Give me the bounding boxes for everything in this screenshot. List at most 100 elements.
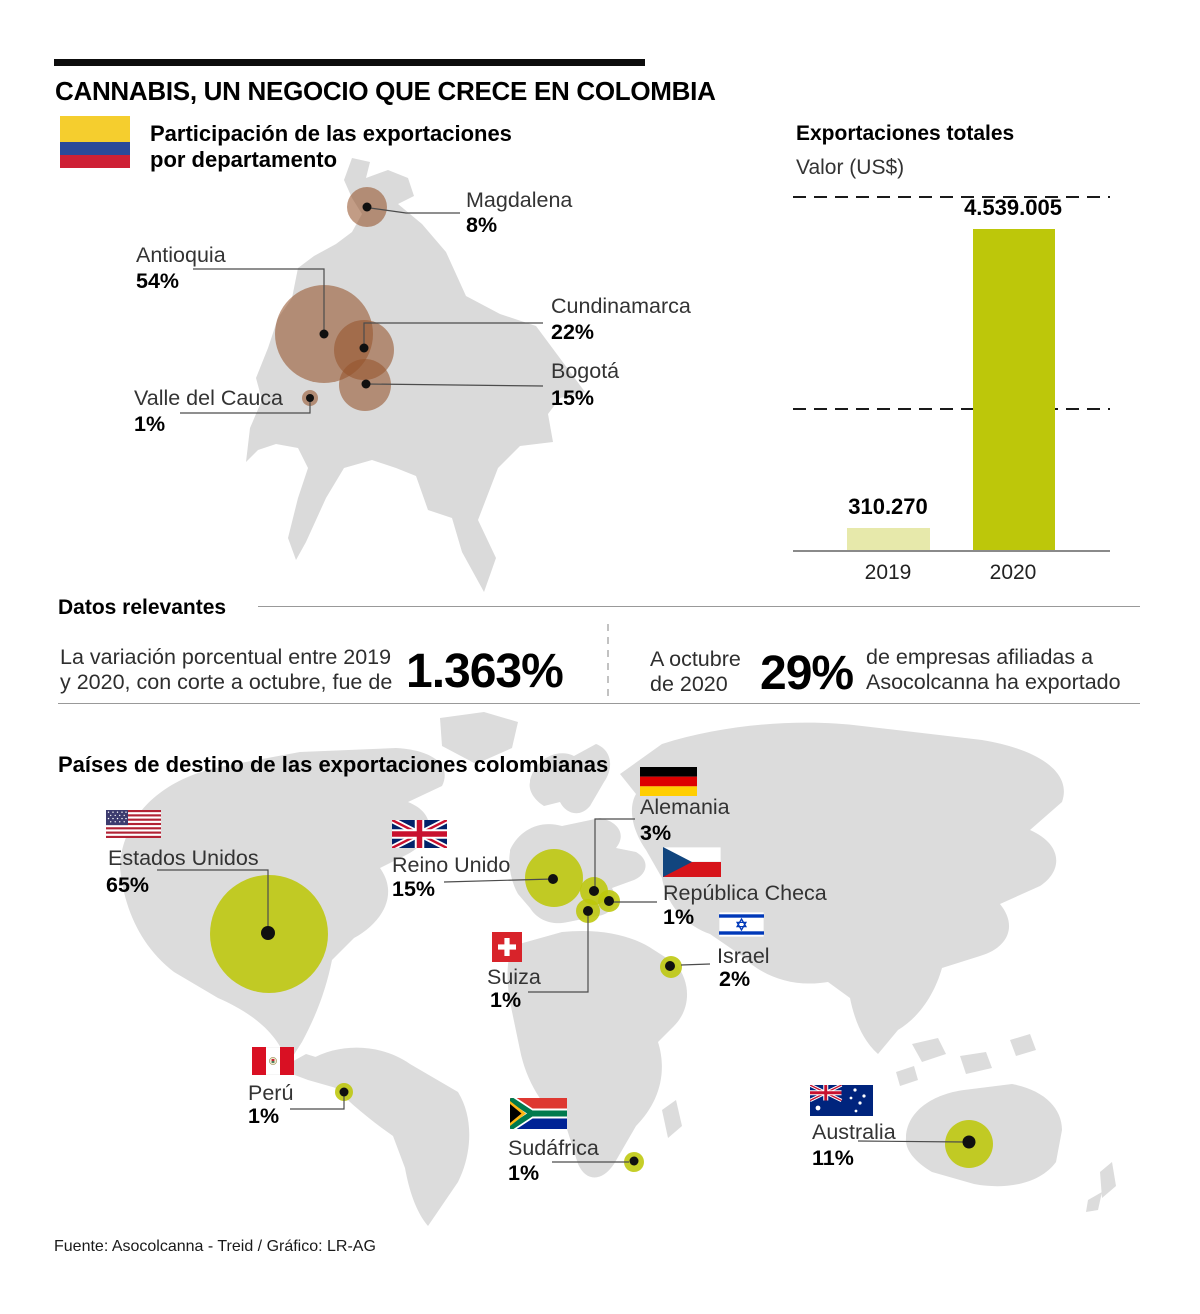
asia-shape xyxy=(620,722,1064,1054)
leader-usa xyxy=(157,869,269,932)
stat1-text-line2: y 2020, con corte a octubre, fue de xyxy=(60,670,393,694)
leader-peru xyxy=(290,1095,345,1110)
australia-flag-icon xyxy=(810,1085,873,1116)
dot-valle-del-cauca xyxy=(306,394,314,402)
value-czech-republic: 1% xyxy=(663,905,695,929)
dot-south-africa xyxy=(629,1156,639,1166)
colombia-map xyxy=(180,158,585,592)
exports-bar-chart: 310.270 4.539.005 2019 2020 xyxy=(793,190,1110,590)
page-title: CANNABIS, UN NEGOCIO QUE CRECE EN COLOMB… xyxy=(55,76,716,106)
africa-shape xyxy=(507,930,688,1178)
madagascar-shape xyxy=(662,1100,682,1138)
scandinavia-shape xyxy=(529,744,611,814)
leader-germany xyxy=(594,818,635,890)
gridline-middle xyxy=(793,408,1110,410)
label-uk: Reino Unido xyxy=(392,853,511,877)
destinations-heading: Países de destino de las exportaciones c… xyxy=(58,752,609,777)
datos-heading: Datos relevantes xyxy=(58,596,227,619)
stat2-prefix-line2: de 2020 xyxy=(650,672,728,696)
bar-2019-value: 310.270 xyxy=(848,494,928,519)
germany-flag-icon xyxy=(640,767,697,796)
dot-peru xyxy=(339,1087,349,1097)
label-germany: Alemania xyxy=(640,795,730,819)
value-bogota: 15% xyxy=(551,386,595,410)
department-section-heading: Participación de las exportaciones por d… xyxy=(150,121,512,172)
exports-axis-label: Valor (US$) xyxy=(796,156,905,179)
stat2-value: 29% xyxy=(760,647,854,700)
label-bogota: Bogotá xyxy=(551,359,620,383)
bar-2020-category: 2020 xyxy=(989,561,1037,584)
colombia-silhouette xyxy=(246,158,585,592)
leader-magdalena xyxy=(369,207,460,214)
bar-2019-category: 2019 xyxy=(864,561,912,584)
exports-chart-heading: Exportaciones totales xyxy=(796,122,1015,145)
value-antioquia: 54% xyxy=(136,269,180,293)
leader-antioquia xyxy=(193,268,325,334)
label-israel: Israel xyxy=(717,944,770,968)
leader-israel xyxy=(680,963,711,966)
stat2-suffix-line1: de empresas afiliadas a xyxy=(866,645,1094,669)
stat1-value: 1.363% xyxy=(406,645,564,698)
leader-valle-del-cauca xyxy=(180,400,311,414)
value-germany: 3% xyxy=(640,821,672,845)
southeast-asia-islands-shape xyxy=(896,1034,1036,1086)
dot-bogota xyxy=(361,379,371,389)
value-valle-del-cauca: 1% xyxy=(134,412,166,436)
label-valle-del-cauca: Valle del Cauca xyxy=(134,386,283,410)
datos-divider xyxy=(607,624,609,702)
dot-israel xyxy=(665,961,675,971)
label-peru: Perú xyxy=(248,1081,294,1105)
stat1-text-line1: La variación porcentual entre 2019 xyxy=(60,645,392,669)
label-south-africa: Sudáfrica xyxy=(508,1136,599,1160)
colombia-flag-icon xyxy=(60,116,130,168)
czech-republic-flag-icon xyxy=(663,847,721,877)
new-zealand-shape xyxy=(1086,1162,1116,1212)
label-usa: Estados Unidos xyxy=(108,846,259,870)
dot-czech-republic xyxy=(604,896,614,906)
stat2-suffix: de empresas afiliadas a Asocolcanna ha e… xyxy=(866,645,1121,695)
label-switzerland: Suiza xyxy=(487,965,541,989)
value-peru: 1% xyxy=(248,1104,280,1128)
dot-australia xyxy=(962,1135,976,1149)
value-magdalena: 8% xyxy=(466,213,498,237)
leader-australia xyxy=(857,1140,966,1143)
bar-2020 xyxy=(973,229,1055,550)
title-rule xyxy=(54,59,645,66)
uk-flag-icon xyxy=(392,820,447,848)
label-cundinamarca: Cundinamarca xyxy=(551,294,691,318)
bar-2020-value: 4.539.005 xyxy=(964,195,1062,220)
value-switzerland: 1% xyxy=(490,988,522,1012)
value-israel: 2% xyxy=(719,967,751,991)
dot-germany xyxy=(589,886,599,896)
datos-top-rule xyxy=(258,606,1140,607)
dot-antioquia xyxy=(319,329,329,339)
stat1-text: La variación porcentual entre 2019 y 202… xyxy=(60,645,392,695)
south-america-shape xyxy=(310,1047,470,1226)
peru-flag-icon xyxy=(252,1047,294,1075)
dot-magdalena xyxy=(362,202,372,212)
datos-bottom-rule xyxy=(58,703,1140,704)
dot-uk xyxy=(548,874,558,884)
x-axis-line xyxy=(793,550,1110,552)
leader-bogota xyxy=(366,383,544,387)
dot-usa xyxy=(261,926,275,940)
leader-uk xyxy=(443,878,554,883)
switzerland-flag-icon xyxy=(492,932,522,962)
dot-cundinamarca xyxy=(359,343,369,353)
bar-2019 xyxy=(847,528,930,550)
label-magdalena: Magdalena xyxy=(466,188,573,212)
stat2-prefix: A octubre de 2020 xyxy=(650,647,741,697)
stat2-suffix-line2: Asocolcanna ha exportado xyxy=(866,670,1121,694)
label-czech-republic: República Checa xyxy=(663,881,827,905)
value-south-africa: 1% xyxy=(508,1161,540,1185)
leader-switzerland xyxy=(528,916,589,993)
israel-flag-icon xyxy=(719,912,764,937)
leader-cundinamarca xyxy=(363,322,543,348)
value-australia: 11% xyxy=(812,1146,854,1170)
south-africa-flag-icon xyxy=(510,1098,567,1129)
value-uk: 15% xyxy=(392,877,436,901)
source-credit: Fuente: Asocolcanna - Treid / Gráfico: L… xyxy=(54,1238,376,1255)
gridline-top xyxy=(793,196,1110,198)
value-usa: 65% xyxy=(106,873,150,897)
